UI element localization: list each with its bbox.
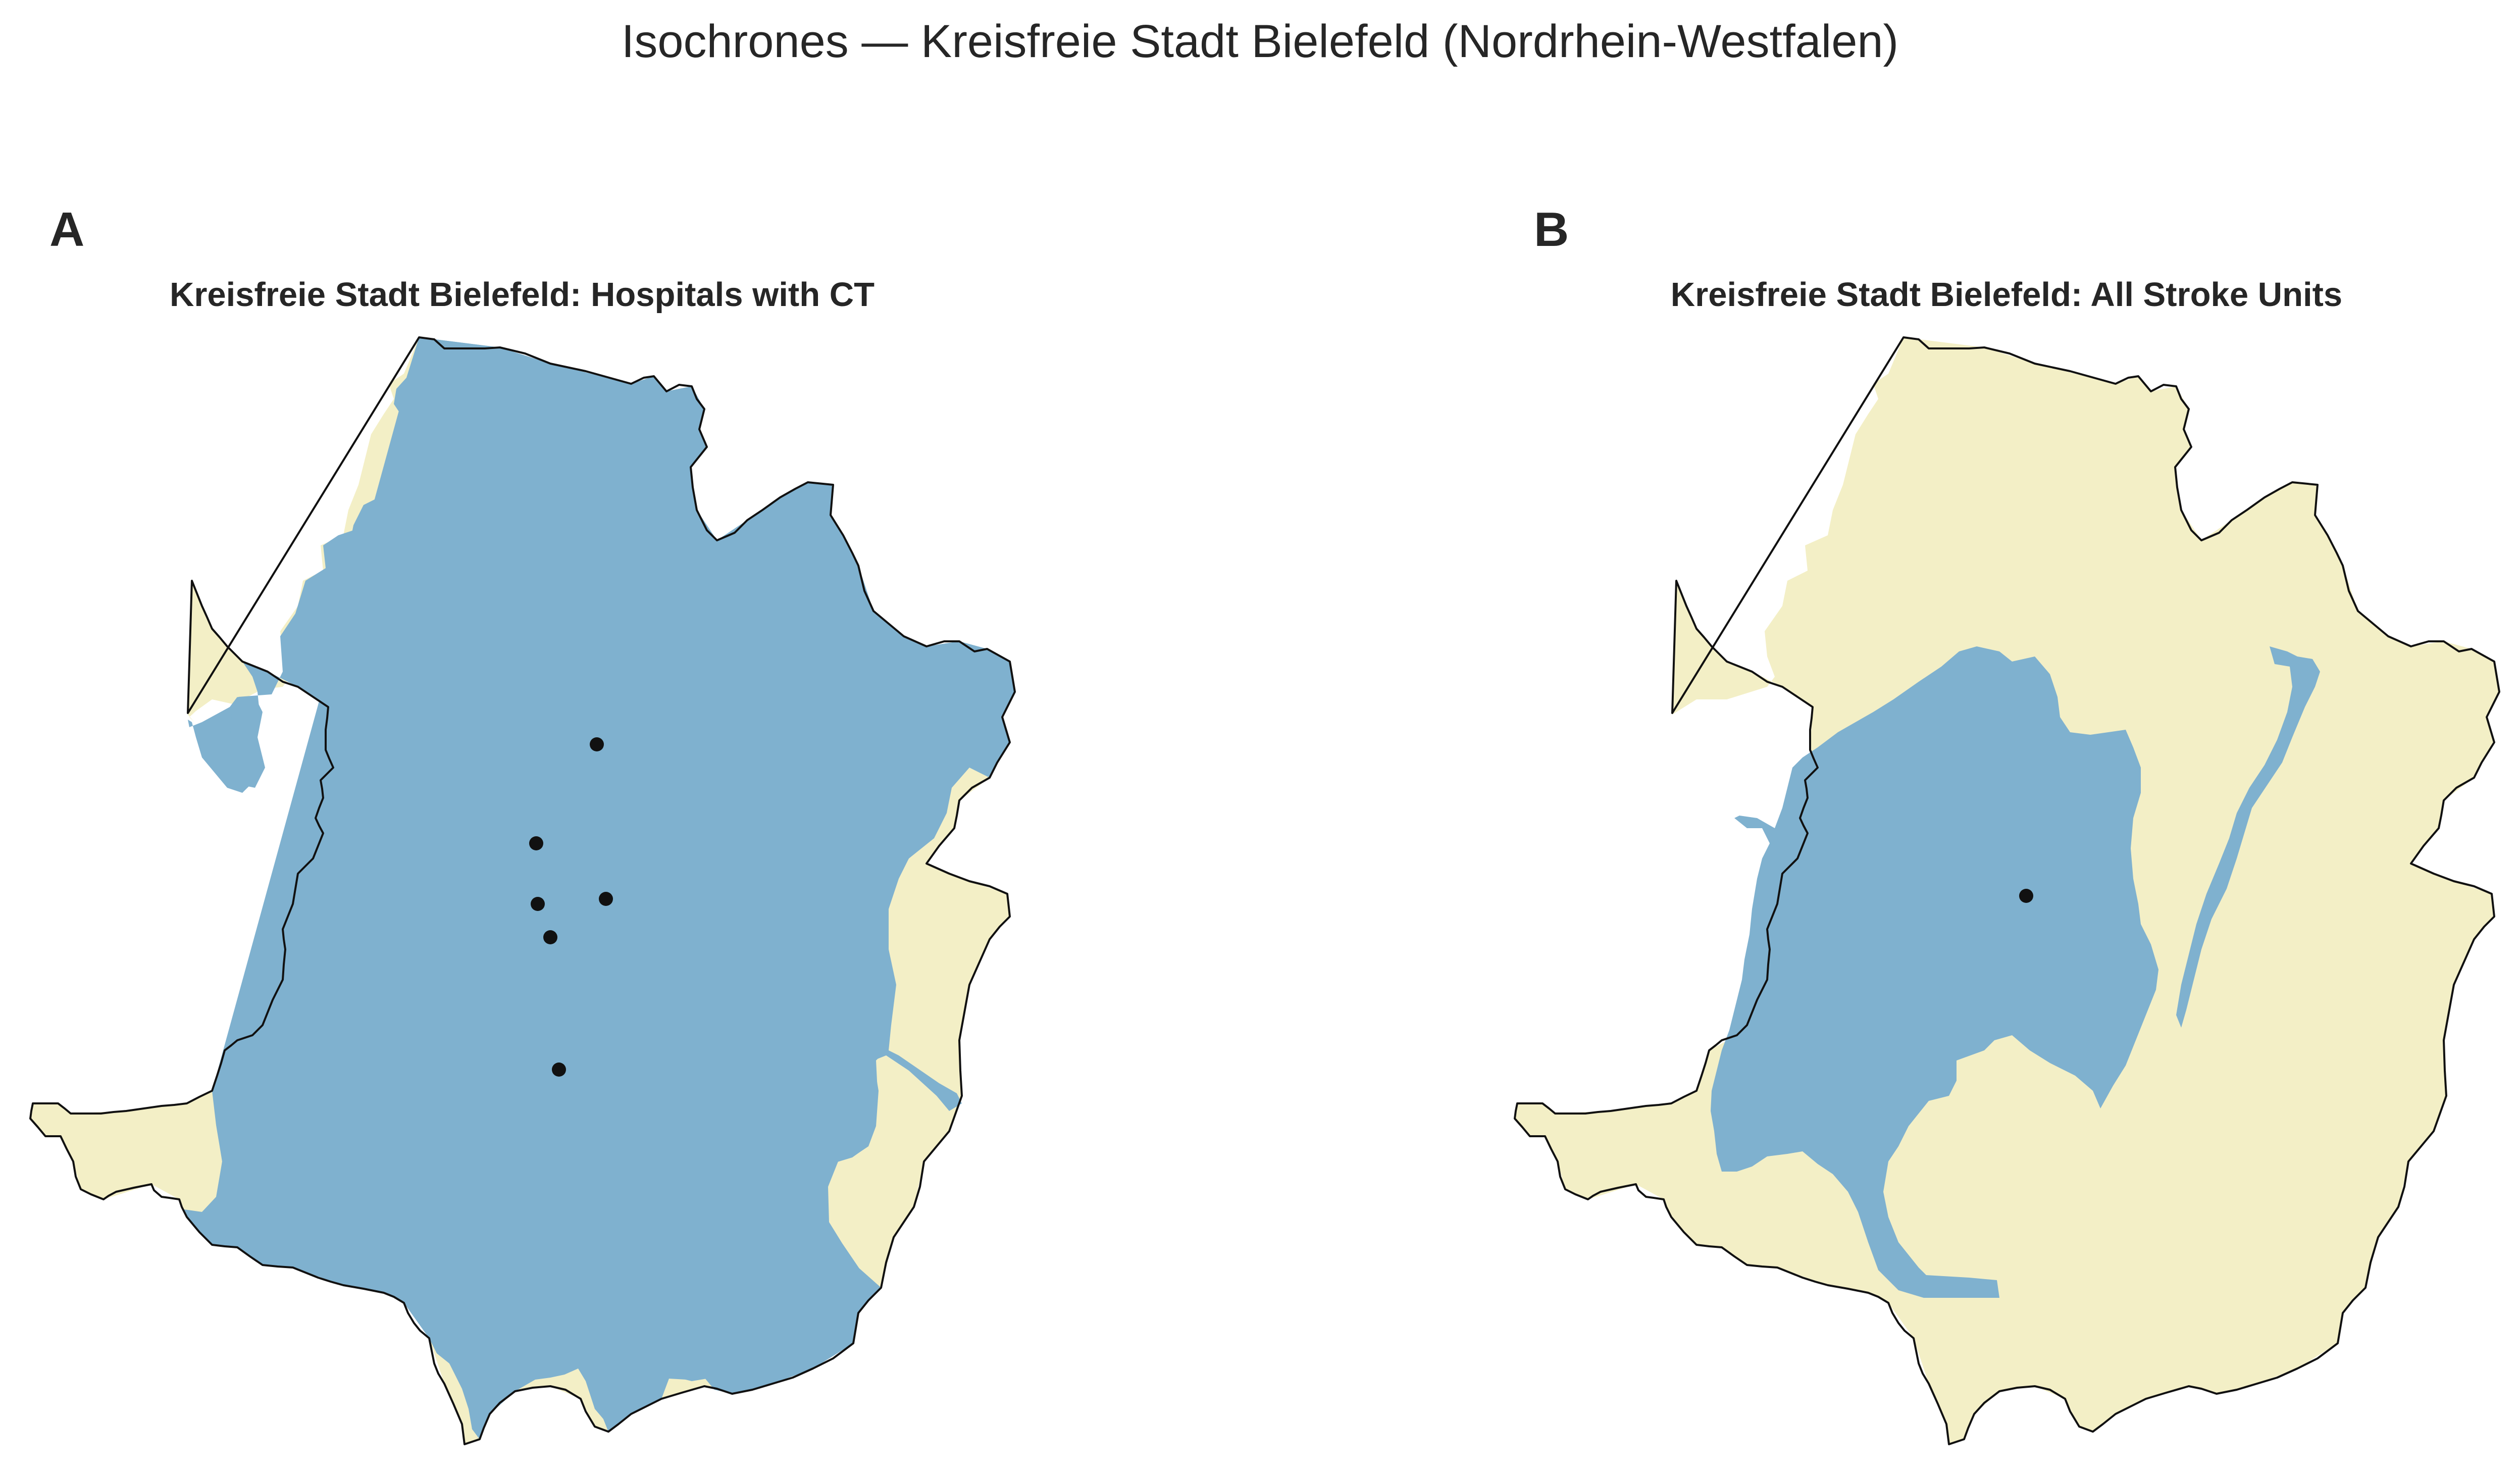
- panel-b-stroke-unit-marker: [2019, 889, 2033, 903]
- panel-a-hospital-marker: [531, 897, 545, 911]
- panel-b-reachable-corridor: [2176, 646, 2320, 1028]
- panel-a-title: Kreisfreie Stadt Bielefeld: Hospitals wi…: [169, 276, 875, 314]
- panel-a-letter: A: [49, 203, 85, 257]
- panel-a-hospital-marker: [529, 836, 543, 850]
- figure-title: Isochrones — Kreisfreie Stadt Bielefeld …: [621, 16, 1899, 67]
- panel-a-hospital-marker: [543, 930, 557, 944]
- panel-a-hospital-marker: [552, 1062, 566, 1077]
- panel-a-map: [29, 336, 1016, 1445]
- panel-a-hospital-marker: [599, 892, 613, 906]
- panel-b-letter: B: [1534, 203, 1569, 257]
- panel-b-map: [1514, 336, 2500, 1445]
- panel-a-reachable-core: [184, 337, 1015, 1439]
- panel-a-hospital-marker: [590, 737, 604, 751]
- panel-b-reachable-area: [1711, 646, 2158, 1298]
- panel-b-title: Kreisfreie Stadt Bielefeld: All Stroke U…: [1670, 276, 2343, 314]
